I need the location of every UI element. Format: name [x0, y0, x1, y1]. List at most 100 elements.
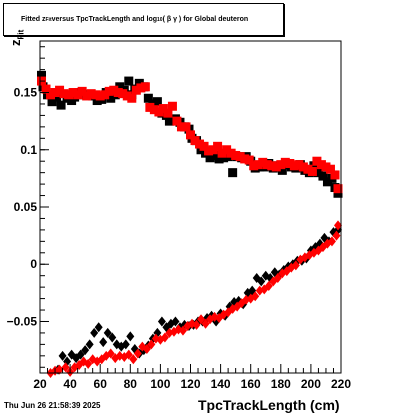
- timestamp: Thu Jun 26 21:58:39 2025: [4, 401, 101, 410]
- data-point: [277, 165, 287, 175]
- data-point: [59, 89, 69, 99]
- data-point: [201, 318, 210, 329]
- data-point: [124, 349, 133, 360]
- data-point: [176, 122, 186, 132]
- data-point: [61, 362, 70, 373]
- x-tick-label: 40: [63, 377, 77, 391]
- data-point: [158, 104, 168, 114]
- data-point: [160, 332, 169, 343]
- data-point: [333, 220, 342, 231]
- data-point: [231, 150, 241, 160]
- data-point: [164, 116, 174, 126]
- data-point: [55, 85, 65, 95]
- x-tick-label: 100: [150, 377, 170, 391]
- title-text-3: ( β γ ) for Global deuteron: [162, 16, 249, 23]
- data-point: [312, 156, 322, 166]
- data-point: [50, 88, 60, 98]
- data-point: [124, 76, 134, 86]
- data-point: [251, 291, 260, 302]
- data-point: [204, 146, 214, 156]
- data-point: [303, 164, 313, 174]
- data-point: [81, 345, 90, 356]
- data-point: [257, 276, 266, 287]
- data-point: [64, 90, 74, 100]
- data-point: [95, 91, 105, 101]
- data-point: [273, 272, 282, 283]
- x-tick-label: 200: [301, 377, 321, 391]
- data-point: [77, 86, 87, 96]
- title-text-2: versus TpcTrackLength and log: [51, 16, 158, 23]
- data-point: [219, 153, 229, 163]
- data-point: [152, 97, 162, 107]
- data-point: [214, 154, 224, 164]
- data-point: [262, 160, 272, 170]
- y-axis: −0.05 0 0.05 0.1 0.15: [7, 46, 49, 368]
- data-point: [100, 90, 110, 100]
- data-point: [122, 91, 132, 101]
- data-point: [76, 349, 85, 360]
- data-point: [195, 139, 205, 149]
- data-point: [91, 90, 101, 100]
- data-point: [133, 348, 142, 359]
- data-point: [267, 161, 277, 171]
- data-point: [121, 339, 130, 350]
- data-point: [210, 150, 220, 160]
- data-point: [113, 88, 123, 98]
- data-point: [145, 102, 155, 112]
- data-point: [316, 160, 326, 170]
- data-point: [322, 177, 332, 187]
- data-point: [154, 107, 164, 117]
- data-point: [127, 93, 137, 103]
- data-point: [37, 70, 47, 80]
- data-point: [63, 356, 72, 367]
- data-point: [90, 327, 99, 338]
- y-tick-label: −0.05: [7, 314, 38, 328]
- data-point: [271, 162, 281, 172]
- chart-title: Fitted z Fit versus TpcTrackLength and lo…: [3, 3, 284, 36]
- data-point: [208, 145, 218, 155]
- data-point: [56, 100, 66, 110]
- data-point: [106, 348, 115, 359]
- data-point: [142, 343, 151, 354]
- data-point: [332, 230, 341, 241]
- data-point: [163, 108, 173, 118]
- data-point: [85, 339, 94, 350]
- data-point: [172, 116, 182, 126]
- data-point: [192, 319, 201, 330]
- data-point: [84, 358, 93, 369]
- data-point: [55, 364, 64, 375]
- data-point: [309, 161, 319, 171]
- data-point: [298, 162, 308, 172]
- data-point: [171, 316, 180, 327]
- data-point: [129, 354, 138, 365]
- data-point: [325, 164, 335, 174]
- data-point: [249, 161, 259, 171]
- title-sub-2: 10: [157, 16, 163, 23]
- x-tick-label: 160: [241, 377, 261, 391]
- data-point: [186, 130, 195, 140]
- data-point: [258, 157, 268, 167]
- data-point: [307, 167, 317, 177]
- title-text-1: Fitted z: [21, 16, 46, 23]
- data-point: [228, 168, 238, 178]
- x-tick-label: 180: [271, 377, 291, 391]
- data-point: [205, 153, 215, 163]
- data-point: [52, 92, 62, 102]
- data-point: [157, 316, 166, 327]
- data-point: [327, 236, 336, 247]
- data-point: [289, 161, 299, 171]
- data-point: [82, 91, 92, 101]
- data-markers: [37, 70, 343, 378]
- data-point: [103, 327, 112, 338]
- x-tick-label: 120: [180, 377, 200, 391]
- data-point: [240, 154, 250, 164]
- data-point: [106, 93, 116, 103]
- data-point: [126, 331, 135, 342]
- data-point: [46, 90, 56, 100]
- data-point: [291, 260, 300, 271]
- data-point: [321, 162, 331, 172]
- x-tick-label: 220: [331, 377, 351, 391]
- data-point: [108, 332, 117, 343]
- data-point: [313, 168, 323, 178]
